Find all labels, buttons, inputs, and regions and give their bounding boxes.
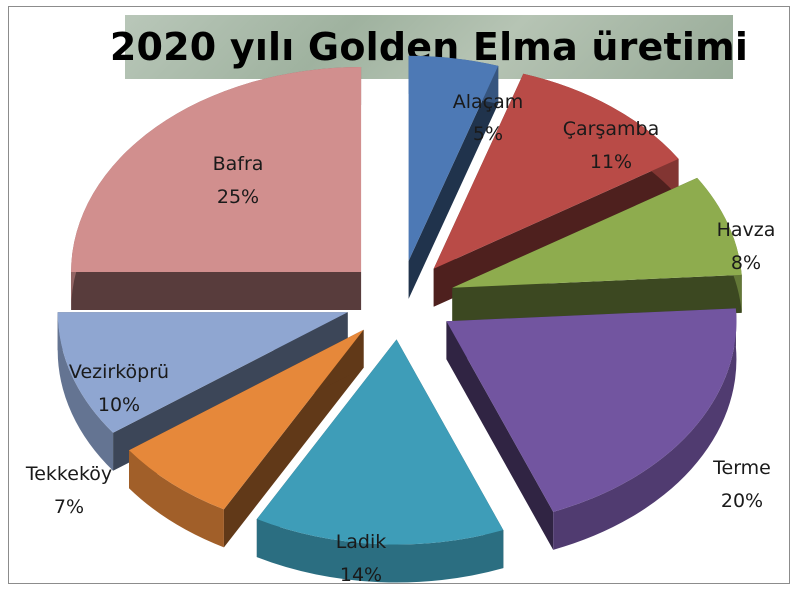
data-label-vezirköprü-percent: 10% xyxy=(98,394,140,416)
data-label-çarşamba-name: Çarşamba xyxy=(563,118,659,140)
data-label-terme-name: Terme xyxy=(712,457,771,479)
data-label-alaçam-percent: 5% xyxy=(473,123,503,145)
data-label-tekkeköy-name: Tekkeköy xyxy=(25,463,112,485)
data-label-bafra-name: Bafra xyxy=(213,153,264,175)
data-label-ladik-name: Ladik xyxy=(336,531,387,553)
pie-slice-alaçam xyxy=(408,55,499,299)
data-label-alaçam-name: Alaçam xyxy=(453,91,524,113)
data-label-havza-percent: 8% xyxy=(731,252,761,274)
pie-slice-ladik xyxy=(256,339,504,583)
data-label-terme-percent: 20% xyxy=(721,490,763,512)
data-label-vezirköprü-name: Vezirköprü xyxy=(69,361,169,383)
data-label-havza-name: Havza xyxy=(717,219,776,241)
data-label-tekkeköy-percent: 7% xyxy=(54,496,84,518)
pie-slice-bafra xyxy=(71,66,362,310)
data-label-çarşamba-percent: 11% xyxy=(590,151,632,173)
data-label-bafra-percent: 25% xyxy=(217,186,259,208)
pie-slice-tekkeköy xyxy=(129,329,364,548)
pie-slice-terme xyxy=(446,308,737,550)
data-label-ladik-percent: 14% xyxy=(340,564,382,586)
